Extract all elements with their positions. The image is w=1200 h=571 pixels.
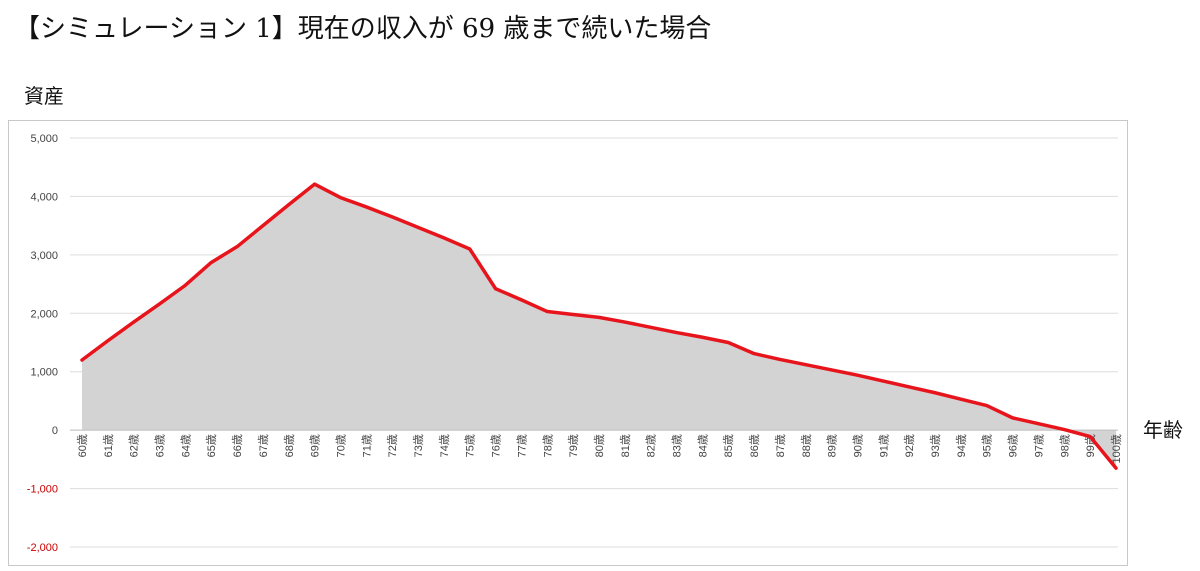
data-point bbox=[1114, 466, 1118, 470]
x-tick-label: 63歳 bbox=[154, 434, 167, 457]
x-tick-label: 88歳 bbox=[800, 434, 813, 457]
data-point bbox=[261, 224, 265, 228]
data-point bbox=[752, 352, 756, 356]
x-tick-label: 76歳 bbox=[490, 434, 503, 457]
data-point bbox=[468, 247, 472, 251]
data-point bbox=[80, 358, 84, 362]
y-tick-label: -1,000 bbox=[27, 484, 58, 496]
x-tick-label: 62歳 bbox=[128, 434, 141, 457]
data-point bbox=[856, 373, 859, 377]
data-point bbox=[1088, 435, 1092, 439]
asset-area bbox=[82, 184, 1116, 469]
y-tick-label: 3,000 bbox=[30, 250, 58, 262]
x-tick-label: 83歳 bbox=[671, 434, 684, 457]
x-tick-label: 93歳 bbox=[929, 434, 942, 457]
x-tick-label: 96歳 bbox=[1007, 434, 1020, 457]
data-point bbox=[830, 368, 834, 372]
x-tick-label: 65歳 bbox=[205, 434, 218, 457]
data-point bbox=[519, 298, 523, 302]
y-tick-label: 4,000 bbox=[30, 191, 58, 203]
data-point bbox=[132, 320, 136, 324]
x-tick-label: 66歳 bbox=[231, 434, 244, 457]
x-tick-label: 67歳 bbox=[257, 434, 270, 457]
data-point bbox=[571, 312, 575, 316]
data-point bbox=[675, 331, 679, 335]
x-tick-label: 60歳 bbox=[76, 434, 89, 457]
x-tick-label: 71歳 bbox=[360, 434, 373, 457]
data-point bbox=[726, 341, 730, 344]
data-point bbox=[597, 315, 601, 319]
x-tick-label: 98歳 bbox=[1058, 434, 1071, 457]
data-point bbox=[442, 236, 446, 240]
x-tick-label: 90歳 bbox=[852, 434, 865, 457]
data-point bbox=[1011, 416, 1015, 420]
x-tick-label: 81歳 bbox=[619, 434, 632, 457]
x-tick-label: 72歳 bbox=[386, 434, 399, 457]
x-tick-label: 86歳 bbox=[748, 434, 761, 457]
data-point bbox=[416, 225, 420, 229]
data-point bbox=[907, 385, 911, 389]
x-tick-label: 77歳 bbox=[515, 434, 528, 457]
data-point bbox=[183, 283, 187, 287]
x-tick-label: 100歳 bbox=[1110, 434, 1123, 463]
data-point bbox=[881, 379, 885, 383]
data-point bbox=[494, 287, 498, 291]
x-tick-label: 74歳 bbox=[438, 434, 451, 457]
data-point bbox=[1062, 428, 1066, 432]
x-tick-label: 69歳 bbox=[309, 434, 322, 457]
data-point bbox=[287, 203, 291, 207]
page-title: 【シミュレーション 1】現在の収入が 69 歳まで続いた場合 bbox=[14, 14, 712, 44]
data-point bbox=[778, 357, 782, 361]
data-point bbox=[158, 302, 162, 306]
data-point bbox=[649, 325, 653, 329]
data-point bbox=[235, 245, 239, 249]
data-point bbox=[313, 182, 317, 186]
x-tick-label: 70歳 bbox=[335, 434, 348, 457]
data-point bbox=[390, 215, 394, 219]
data-point bbox=[106, 339, 110, 343]
data-point bbox=[1036, 422, 1040, 426]
y-tick-label: 2,000 bbox=[30, 308, 58, 320]
x-tick-label: 97歳 bbox=[1032, 434, 1045, 457]
x-tick-label: 95歳 bbox=[981, 434, 994, 457]
data-point bbox=[985, 404, 989, 408]
data-point bbox=[933, 391, 937, 395]
x-tick-label: 73歳 bbox=[412, 434, 425, 457]
x-tick-label: 78歳 bbox=[541, 434, 554, 457]
y-tick-label: 1,000 bbox=[30, 367, 58, 379]
data-point bbox=[804, 363, 808, 367]
chart-frame bbox=[8, 120, 1128, 566]
x-tick-label: 84歳 bbox=[696, 434, 709, 457]
x-tick-label: 87歳 bbox=[774, 434, 787, 457]
x-tick-label: 61歳 bbox=[102, 434, 115, 457]
x-tick-label: 92歳 bbox=[903, 434, 916, 457]
x-axis-label: 年齢 bbox=[1143, 418, 1183, 442]
data-point bbox=[364, 205, 368, 209]
x-tick-label: 94歳 bbox=[955, 434, 968, 457]
x-tick-label: 64歳 bbox=[179, 434, 192, 457]
x-tick-label: 89歳 bbox=[826, 434, 839, 457]
x-tick-label: 80歳 bbox=[593, 434, 606, 457]
x-tick-label: 85歳 bbox=[722, 434, 735, 457]
x-tick-label: 68歳 bbox=[283, 434, 296, 457]
y-axis-label: 資産 bbox=[24, 84, 64, 108]
data-point bbox=[339, 196, 342, 200]
x-tick-label: 79歳 bbox=[567, 434, 580, 457]
data-point bbox=[959, 397, 963, 401]
data-point bbox=[545, 310, 549, 314]
y-tick-label: 5,000 bbox=[30, 133, 58, 145]
data-point bbox=[700, 335, 704, 339]
x-tick-label: 75歳 bbox=[464, 434, 477, 457]
x-tick-label: 82歳 bbox=[645, 434, 658, 457]
x-tick-label: 91歳 bbox=[877, 434, 890, 457]
y-tick-label: -2,000 bbox=[27, 542, 58, 554]
data-point bbox=[209, 260, 213, 264]
y-tick-label: 0 bbox=[52, 425, 58, 437]
data-point bbox=[623, 320, 627, 324]
